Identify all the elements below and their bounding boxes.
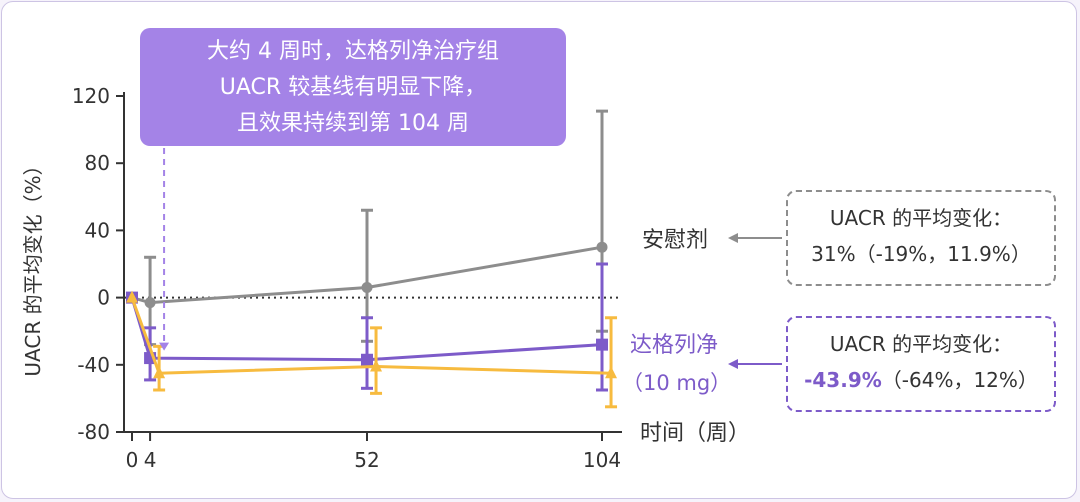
callout-pointer-arrowhead xyxy=(159,342,170,351)
callout-line1: 大约 4 周时，达格列净治疗组 xyxy=(207,39,499,64)
data-point xyxy=(361,353,373,366)
y-tick-label: 120 xyxy=(72,84,110,108)
drug-summary-box: UACR 的平均变化： -43.9%（-64%，12%） xyxy=(786,316,1056,412)
placebo-leader-arrowhead xyxy=(728,233,738,243)
series-line xyxy=(130,297,612,375)
x-tick-label: 52 xyxy=(354,448,379,472)
y-tick-label: 40 xyxy=(85,218,110,242)
callout-line2: UACR 较基线有明显下降， xyxy=(219,75,487,100)
series-2 xyxy=(126,290,618,409)
drug-summary-ci: （-64%，12%） xyxy=(881,368,1038,392)
y-axis-label: UACR 的平均变化（%） xyxy=(21,155,45,376)
y-tick-label: 0 xyxy=(97,286,110,310)
drug-summary-value-row: -43.9%（-64%，12%） xyxy=(788,362,1054,398)
series-0 xyxy=(126,109,608,347)
data-point xyxy=(605,366,618,379)
drug-summary-title: UACR 的平均变化： xyxy=(829,332,1013,356)
data-point xyxy=(153,366,166,379)
callout-line3: 且效果持续到第 104 周 xyxy=(237,111,469,136)
y-tick-label: -80 xyxy=(77,420,110,444)
drug-label-line1: 达格列净 xyxy=(630,333,718,358)
placebo-label: 安慰剂 xyxy=(642,228,708,253)
x-tick-label: 4 xyxy=(144,448,157,472)
placebo-summary-box: UACR 的平均变化： 31%（-19%，11.9%） xyxy=(786,190,1056,286)
placebo-summary-value: 31%（-19%，11.9%） xyxy=(811,242,1031,266)
data-point xyxy=(596,338,608,351)
x-tick-label: 0 xyxy=(126,448,139,472)
data-point xyxy=(596,241,608,253)
data-point xyxy=(361,282,373,294)
data-point xyxy=(370,359,383,372)
drug-label-line2: （10 mg） xyxy=(622,371,731,395)
y-tick-label: 80 xyxy=(85,151,110,175)
series-line xyxy=(131,245,603,305)
chart-marks xyxy=(126,109,782,409)
callout-box: 大约 4 周时，达格列净治疗组 UACR 较基线有明显下降， 且效果持续到第 1… xyxy=(140,28,566,146)
x-axis-label: 时间（周） xyxy=(640,421,750,446)
x-tick-label: 104 xyxy=(583,448,621,472)
series-1 xyxy=(126,262,608,392)
series-line xyxy=(130,297,603,362)
y-tick-label: -40 xyxy=(77,353,110,377)
data-point xyxy=(144,297,156,309)
drug-leader-arrowhead xyxy=(728,359,738,369)
placebo-summary-title: UACR 的平均变化： xyxy=(829,206,1013,230)
data-point xyxy=(126,290,138,303)
drug-summary-highlight: -43.9% xyxy=(804,368,882,392)
